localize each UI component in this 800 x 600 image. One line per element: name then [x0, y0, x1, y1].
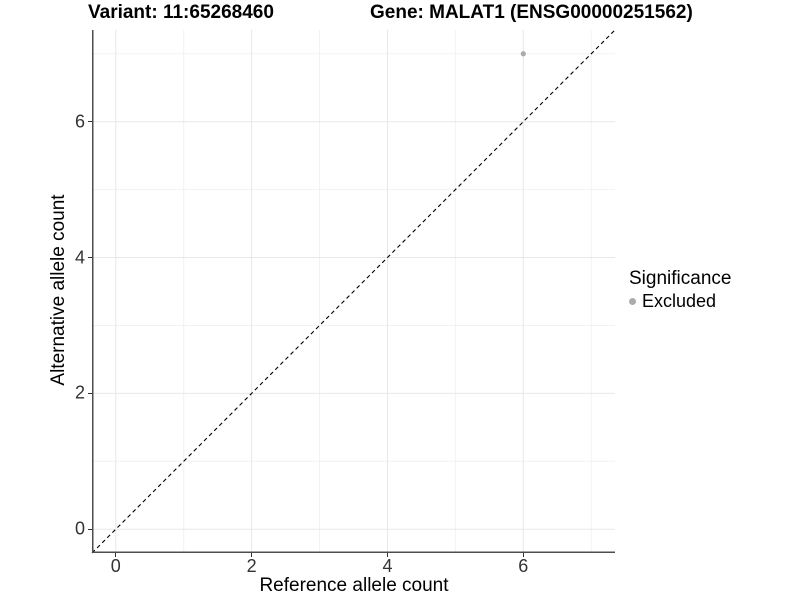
- legend-entry-excluded: Excluded: [629, 291, 731, 312]
- y-axis-tick: [87, 528, 92, 530]
- x-axis-tick: [522, 553, 524, 557]
- y-axis-title: Alternative allele count: [48, 194, 69, 386]
- plot-canvas: [91, 29, 616, 554]
- identity-line: [91, 29, 616, 554]
- x-tick-label: 6: [518, 556, 529, 576]
- plot-title-gene: Gene: MALAT1 (ENSG00000251562): [370, 2, 693, 23]
- x-tick-label: 0: [110, 556, 121, 576]
- x-axis-tick: [115, 553, 117, 557]
- y-tick-label: 4: [74, 247, 85, 268]
- y-axis-tick: [87, 392, 92, 394]
- x-axis-tick: [386, 553, 388, 557]
- legend-title: Significance: [629, 268, 732, 289]
- legend: Significance Excluded: [629, 268, 731, 312]
- y-tick-label: 0: [74, 518, 85, 539]
- y-axis-tick: [87, 257, 92, 259]
- legend-key-point-icon: [629, 298, 636, 305]
- data-point[interactable]: [520, 51, 526, 57]
- y-tick-label: 2: [74, 382, 85, 403]
- plot-title-variant: Variant: 11:65268460: [88, 2, 274, 23]
- legend-entry-label: Excluded: [642, 291, 717, 311]
- x-tick-label: 2: [246, 556, 257, 576]
- plot-panel: [91, 29, 616, 554]
- x-axis-title: Reference allele count: [259, 575, 449, 596]
- x-tick-label: 4: [382, 556, 393, 576]
- y-tick-label: 6: [74, 111, 85, 132]
- x-axis-tick: [251, 553, 253, 557]
- y-axis-tick: [87, 121, 92, 123]
